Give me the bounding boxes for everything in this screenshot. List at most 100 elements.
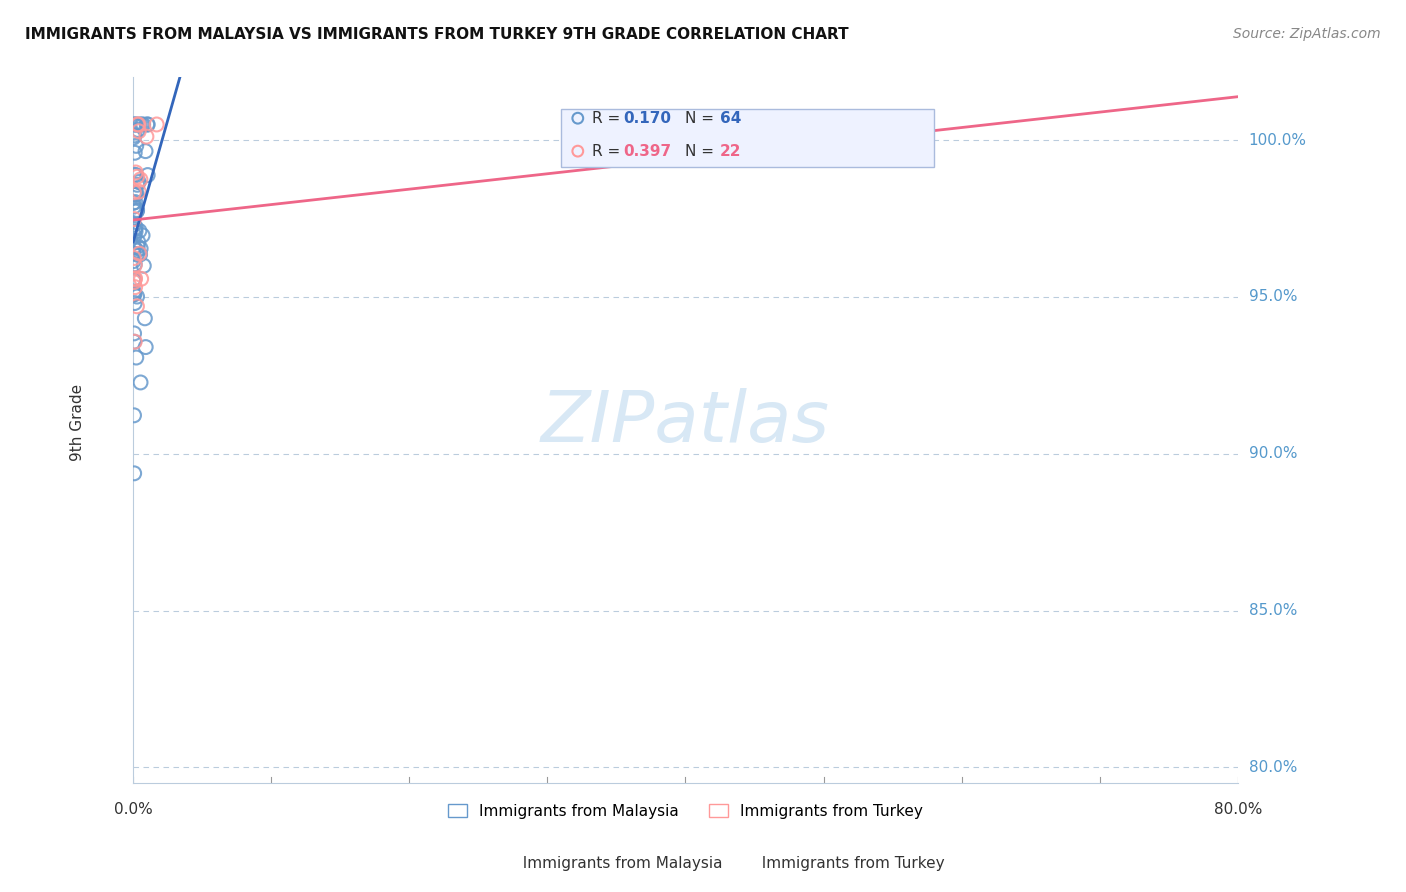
Point [145,118,167,132]
Legend: Immigrants from Malaysia, Immigrants from Turkey: Immigrants from Malaysia, Immigrants fro… [443,797,929,825]
Point [124,271,146,285]
Point [124,204,146,219]
Point [128,246,150,260]
Point [127,118,149,132]
Text: 0.0%: 0.0% [114,802,153,817]
Point [122,275,145,289]
Point [124,224,146,238]
Point [124,186,146,201]
Point [128,185,150,199]
Text: Immigrants from Turkey: Immigrants from Turkey [752,856,945,871]
Point [122,409,145,423]
Point [125,351,148,365]
Point [122,254,145,268]
Point [122,285,145,299]
Point [127,123,149,137]
Point [132,259,155,273]
Point [122,334,145,349]
Text: Source: ZipAtlas.com: Source: ZipAtlas.com [1233,27,1381,41]
Text: IMMIGRANTS FROM MALAYSIA VS IMMIGRANTS FROM TURKEY 9TH GRADE CORRELATION CHART: IMMIGRANTS FROM MALAYSIA VS IMMIGRANTS F… [25,27,849,42]
Point [134,311,156,326]
Point [122,274,145,288]
Point [124,195,146,210]
Text: 22: 22 [720,144,741,159]
Point [122,218,145,232]
Point [125,220,148,235]
Point [122,287,145,301]
Point [125,204,148,219]
Point [136,118,159,132]
Point [125,169,148,184]
Point [125,289,148,303]
Point [122,251,145,265]
Point [136,168,159,182]
Point [122,467,145,481]
Point [128,124,150,138]
Point [128,118,150,132]
Point [567,112,589,126]
Point [122,186,145,200]
Point [125,168,148,182]
Text: R =: R = [592,144,624,159]
Point [124,145,146,160]
Point [125,186,148,201]
Point [124,257,146,271]
Text: ZIPatlas: ZIPatlas [541,388,830,457]
Point [125,165,148,179]
Point [127,178,149,192]
Point [129,242,152,256]
Point [122,240,145,254]
Point [124,280,146,294]
Point [129,172,152,186]
Text: 90.0%: 90.0% [1249,446,1298,461]
Point [125,244,148,258]
Point [124,187,146,202]
Point [136,118,159,132]
Point [124,287,146,301]
Point [128,224,150,238]
Text: N =: N = [686,144,720,159]
Text: R =: R = [592,111,624,126]
Point [122,168,145,182]
Point [882,133,904,147]
Point [135,129,157,144]
Text: Immigrants from Malaysia: Immigrants from Malaysia [513,856,723,871]
Point [124,228,146,243]
Point [122,212,145,227]
Point [127,239,149,253]
Point [129,272,152,286]
Point [127,235,149,250]
Point [122,118,145,132]
Text: N =: N = [686,111,720,126]
Point [122,195,145,210]
Point [122,246,145,260]
Point [129,376,152,390]
Text: 80.0%: 80.0% [1249,760,1298,775]
Point [127,118,149,132]
Point [131,118,153,132]
Text: 0.397: 0.397 [623,144,672,159]
Point [125,299,148,313]
Point [122,326,145,341]
Point [124,272,146,286]
Point [135,144,157,158]
FancyBboxPatch shape [561,109,934,167]
Point [129,247,152,261]
Point [567,144,589,158]
Point [124,118,146,132]
Text: 80.0%: 80.0% [1213,802,1263,817]
Text: 85.0%: 85.0% [1249,603,1298,618]
Point [125,118,148,132]
Point [122,200,145,214]
Point [131,228,153,243]
Point [122,186,145,200]
Point [122,241,145,255]
Text: 9th Grade: 9th Grade [70,384,86,461]
Point [125,247,148,261]
Point [124,258,146,272]
Text: 64: 64 [720,111,741,126]
Point [132,118,155,132]
Text: 100.0%: 100.0% [1249,133,1306,148]
Point [124,334,146,349]
Point [124,128,146,143]
